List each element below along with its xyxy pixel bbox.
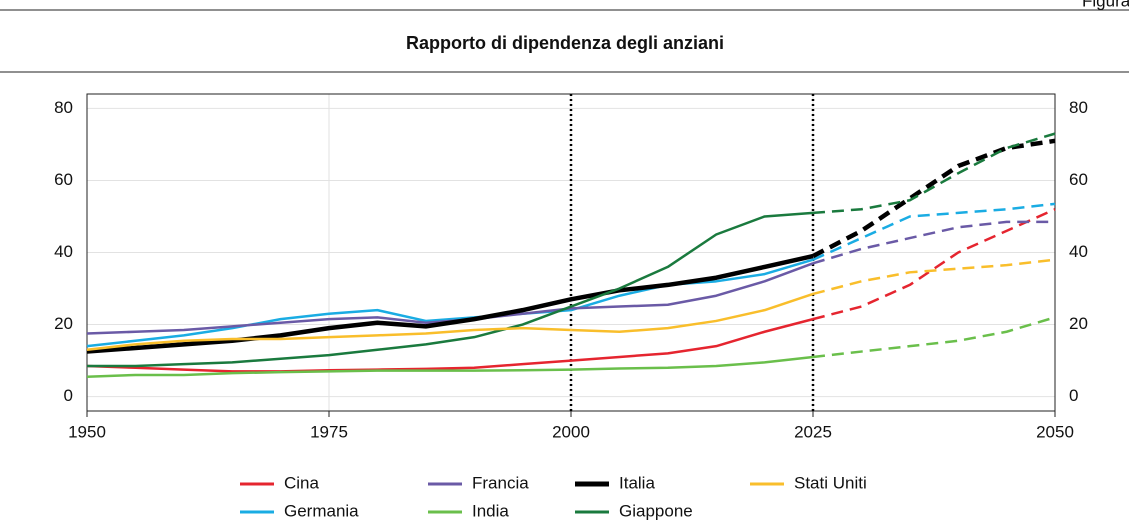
y2-tick-label: 0 xyxy=(1069,386,1078,405)
legend-label: Italia xyxy=(619,473,655,492)
y-tick-label: 40 xyxy=(54,242,73,261)
x-tick-label: 1975 xyxy=(310,422,348,441)
y2-tick-label: 40 xyxy=(1069,242,1088,261)
legend-label: Francia xyxy=(472,473,529,492)
projection-line xyxy=(812,316,1056,359)
y2-tick-label: 20 xyxy=(1069,314,1088,333)
projection-line xyxy=(812,202,1056,261)
x-tick-label: 2000 xyxy=(552,422,590,441)
y-tick-label: 60 xyxy=(54,170,73,189)
projection-line xyxy=(812,220,1055,265)
projection-line xyxy=(812,258,1056,296)
series-line xyxy=(86,253,814,354)
legend-label: India xyxy=(472,501,509,520)
x-tick-label: 2050 xyxy=(1036,422,1074,441)
series-line xyxy=(86,258,814,348)
y-tick-label: 0 xyxy=(64,386,73,405)
projection-line xyxy=(812,132,1056,215)
projection-line xyxy=(811,138,1056,259)
legend-label: Cina xyxy=(284,473,320,492)
chart-title: Rapporto di dipendenza degli anziani xyxy=(406,33,724,53)
legend-label: Germania xyxy=(284,501,359,520)
figure-label: Figura xyxy=(1082,0,1129,10)
y-tick-label: 20 xyxy=(54,314,73,333)
projection-line xyxy=(812,208,1056,321)
x-tick-label: 2025 xyxy=(794,422,832,441)
legend-label: Giappone xyxy=(619,501,693,520)
series-line xyxy=(87,211,814,368)
y2-tick-label: 80 xyxy=(1069,98,1088,117)
y2-tick-label: 60 xyxy=(1069,170,1088,189)
series-line xyxy=(86,317,814,373)
legend-label: Stati Uniti xyxy=(794,473,867,492)
series-line xyxy=(86,292,814,352)
y-tick-label: 80 xyxy=(54,98,73,117)
series-line xyxy=(86,355,814,379)
x-tick-label: 1950 xyxy=(68,422,106,441)
